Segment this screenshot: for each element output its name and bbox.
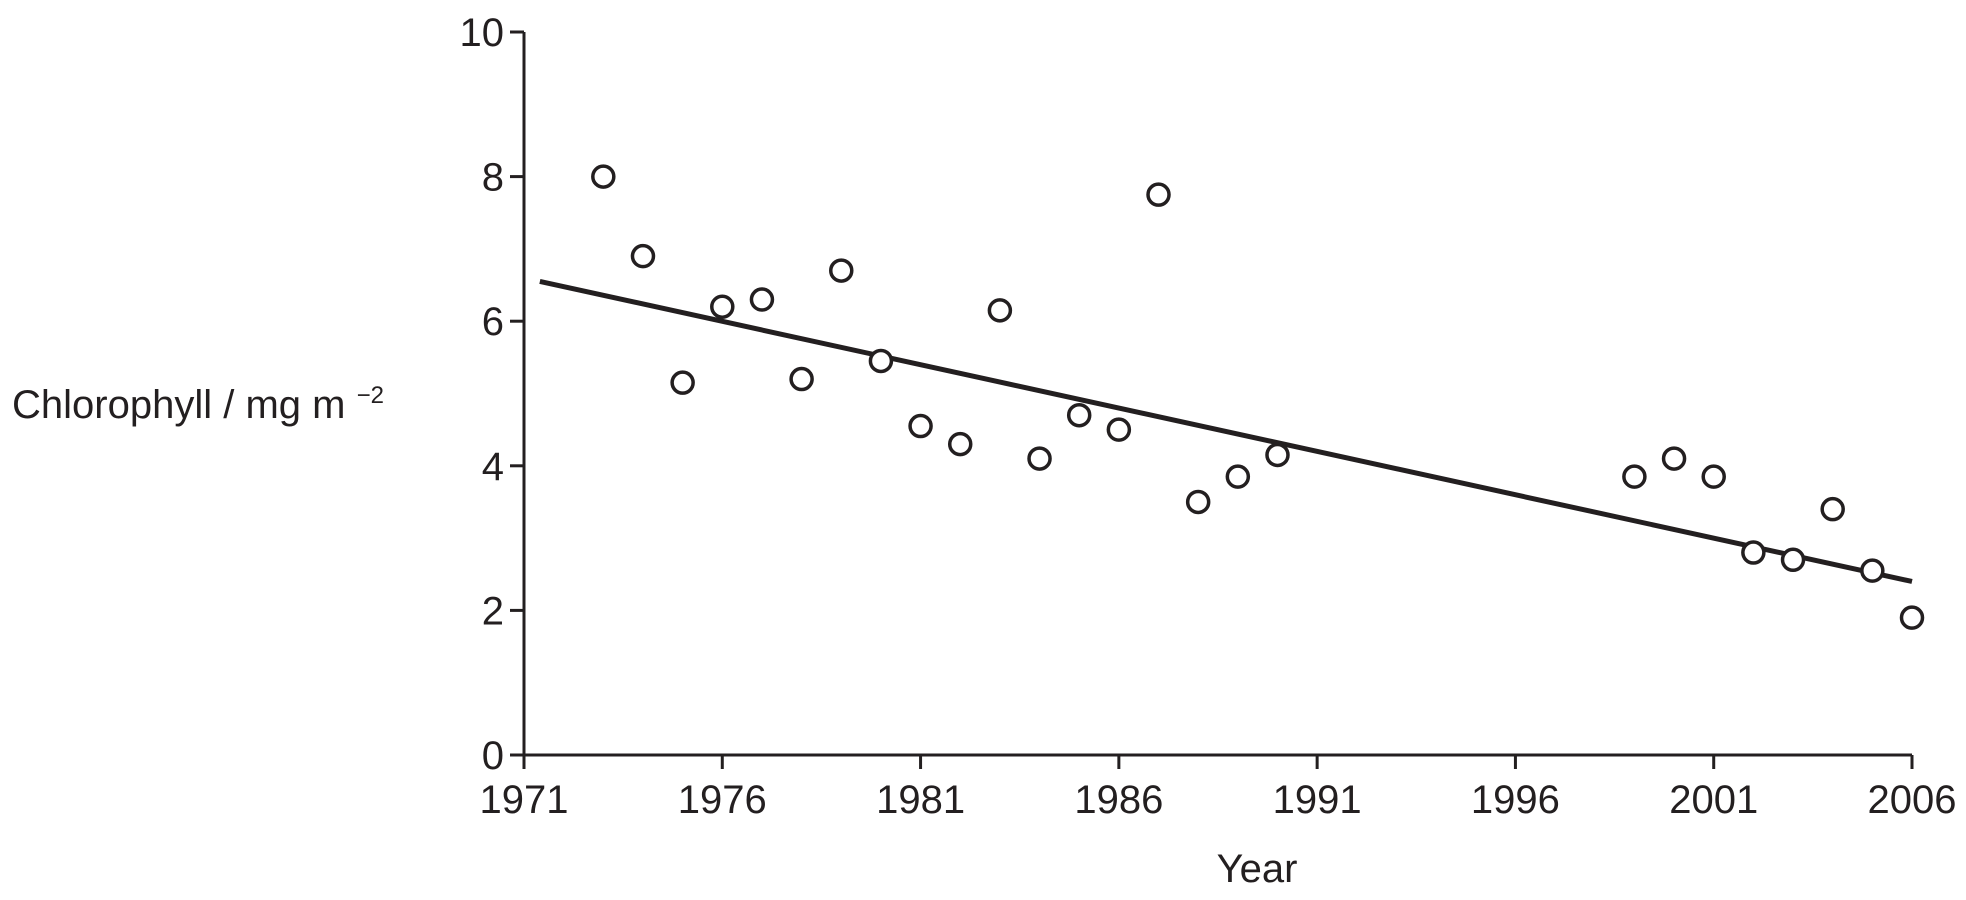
x-tick-label: 1986: [1074, 778, 1163, 822]
data-point: [1185, 489, 1211, 515]
data-point: [947, 431, 973, 457]
y-tick-label: 4: [482, 445, 504, 489]
y-axis-title-superscript: −2: [357, 382, 384, 409]
data-point: [1622, 464, 1647, 489]
data-point: [1899, 605, 1925, 630]
data-point: [829, 258, 854, 283]
axes: [522, 32, 1912, 757]
data-point: [789, 366, 814, 392]
y-axis-title-main: Chlorophyll / mg m: [12, 383, 345, 427]
data-point: [1820, 496, 1845, 522]
data-points: [591, 164, 1925, 630]
data-point: [1066, 402, 1092, 428]
x-tick-label: 1976: [678, 778, 767, 822]
x-ticks: 1971 1976 1981 1986 1991 1996 2001 2006: [480, 755, 1957, 822]
y-tick-label: 0: [482, 734, 504, 778]
data-point: [1027, 446, 1052, 471]
data-point: [1860, 558, 1885, 583]
data-point: [749, 287, 775, 312]
x-axis-title: Year: [1217, 847, 1298, 891]
data-point: [987, 298, 1013, 323]
data-point: [1780, 547, 1806, 573]
data-point: [908, 413, 933, 439]
data-point: [591, 164, 616, 189]
data-point: [1265, 442, 1290, 468]
data-point: [1701, 464, 1726, 489]
x-tick-label: 1971: [480, 778, 569, 822]
data-point: [868, 348, 894, 374]
y-tick-label: 2: [482, 589, 504, 633]
x-tick-label: 1991: [1273, 778, 1362, 822]
data-point: [1106, 417, 1132, 442]
data-point: [710, 294, 735, 319]
x-tick-label: 1981: [876, 778, 965, 822]
y-axis-title: Chlorophyll / mg m −2: [12, 382, 384, 427]
y-tick-label: 6: [482, 300, 504, 344]
y-tick-label: 8: [482, 156, 504, 200]
data-point: [1661, 446, 1687, 471]
y-ticks: 0 2 4 6 8 10: [460, 11, 524, 778]
data-point: [1225, 464, 1251, 489]
data-point: [670, 370, 695, 395]
x-tick-label: 2001: [1669, 778, 1758, 822]
x-tick-label: 2006: [1868, 778, 1957, 822]
data-point: [1741, 540, 1766, 565]
data-point: [1146, 182, 1171, 207]
y-tick-label: 10: [460, 11, 505, 55]
trend-line: [539, 278, 1913, 584]
x-tick-label: 1996: [1471, 778, 1560, 822]
data-point: [630, 243, 656, 269]
